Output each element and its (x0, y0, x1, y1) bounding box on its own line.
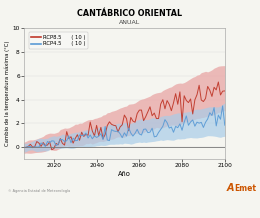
Text: © Agencia Estatal de Meteorología: © Agencia Estatal de Meteorología (8, 189, 70, 193)
Text: A: A (227, 183, 234, 193)
Y-axis label: Cambio de la temperatura máxima (°C): Cambio de la temperatura máxima (°C) (4, 41, 10, 146)
Text: Emet: Emet (234, 184, 256, 193)
Legend: RCP8.5      ( 10 ), RCP4.5      ( 10 ): RCP8.5 ( 10 ), RCP4.5 ( 10 ) (29, 32, 88, 49)
Text: ANUAL: ANUAL (119, 20, 141, 25)
Text: CANTÁBRICO ORIENTAL: CANTÁBRICO ORIENTAL (77, 9, 183, 18)
X-axis label: Año: Año (118, 170, 131, 177)
